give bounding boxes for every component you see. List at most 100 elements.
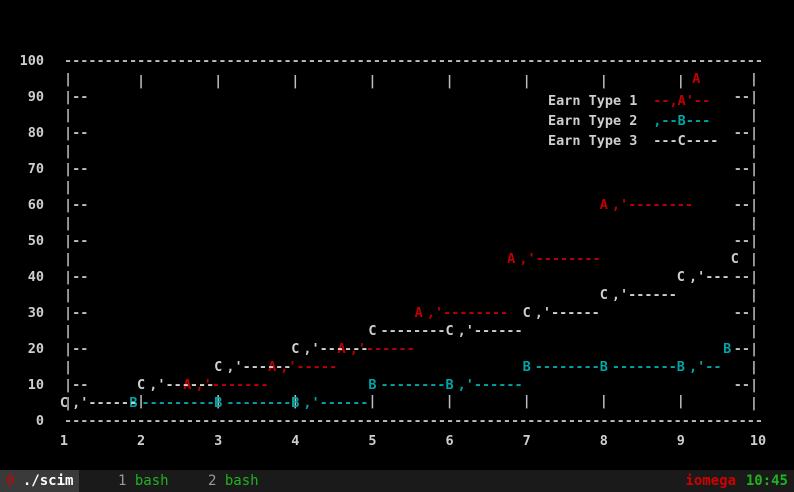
x-tick-label: 3 xyxy=(214,433,223,449)
x-tick-label: 1 xyxy=(59,433,69,449)
window-name: bash xyxy=(134,473,169,489)
x-tick-bottom: | xyxy=(445,393,454,409)
series-marker: B xyxy=(445,377,454,393)
x-tick-top: | xyxy=(676,73,685,89)
ascii-line-chart: ----------------------------------------… xyxy=(19,53,767,449)
x-tick-bottom: | xyxy=(137,393,146,409)
series-marker: C xyxy=(599,287,608,303)
y-tick-label: 50 xyxy=(27,233,44,249)
window-index: 2 xyxy=(208,473,217,489)
series-marker: B xyxy=(214,395,223,411)
y-tick-left: |-- xyxy=(64,305,89,321)
x-tick-top: | xyxy=(445,73,454,89)
y-tick-label: 100 xyxy=(19,53,44,69)
frame-left-edge: | xyxy=(64,287,73,303)
x-tick-bottom: | xyxy=(214,393,223,409)
series-segment: ,'------ xyxy=(72,395,138,411)
series-segment: ,'-- xyxy=(688,359,722,375)
x-tick-bottom: | xyxy=(368,393,377,409)
legend-sample: ,--B--- xyxy=(653,113,711,129)
x-tick-top: | xyxy=(599,73,608,89)
window-tab-0[interactable]: 0 ./scim xyxy=(0,470,80,492)
frame-right-edge: | xyxy=(749,395,759,411)
hostname: iomega xyxy=(685,473,736,489)
series-segment: ,'------ xyxy=(149,377,215,393)
y-tick-label: 40 xyxy=(27,269,44,285)
y-tick-right: --| xyxy=(733,305,759,321)
series-marker: A xyxy=(337,341,346,357)
frame-right-edge: | xyxy=(749,287,759,303)
frame-left-edge: | xyxy=(64,215,73,231)
y-tick-left: |-- xyxy=(64,269,89,285)
y-tick-left: |-- xyxy=(64,377,89,393)
y-tick-label: 0 xyxy=(35,413,44,429)
x-tick-bottom: | xyxy=(676,393,685,409)
series-marker: B xyxy=(599,359,608,375)
x-tick-top: | xyxy=(522,73,531,89)
y-tick-left: |-- xyxy=(64,197,89,213)
window-tab-2[interactable]: 2 bash xyxy=(202,470,265,492)
series-segment: ,'------ xyxy=(457,323,523,339)
y-tick-label: 60 xyxy=(27,197,44,213)
series-marker: C xyxy=(137,377,146,393)
series-segment: ,'------ xyxy=(349,341,415,357)
y-tick-right: --| xyxy=(733,125,759,141)
window-name: bash xyxy=(224,473,259,489)
legend-sample: ---C---- xyxy=(653,133,719,149)
series-segment: -------- xyxy=(380,377,446,393)
series-marker: B xyxy=(723,341,732,357)
series-marker: B xyxy=(129,395,138,411)
frame-right-edge: | xyxy=(749,179,759,195)
x-tick-label: 7 xyxy=(522,433,531,449)
frame-left-edge: | xyxy=(64,179,73,195)
series-segment: -------- xyxy=(611,359,677,375)
frame-left-edge: | xyxy=(64,107,73,123)
frame-left-edge: | xyxy=(64,359,73,375)
series-marker: A xyxy=(183,377,192,393)
frame-left-edge: | xyxy=(64,71,73,87)
y-tick-left: |-- xyxy=(64,89,89,105)
series-marker: A xyxy=(507,251,516,267)
series-marker: A xyxy=(599,197,608,213)
series-marker: C xyxy=(730,251,739,267)
y-tick-right: --| xyxy=(733,269,759,285)
y-tick-label: 90 xyxy=(27,89,44,105)
y-tick-left: |-- xyxy=(64,125,89,141)
y-tick-right: --| xyxy=(733,377,759,393)
frame-right-edge: | xyxy=(749,107,759,123)
window-index: 0 xyxy=(6,473,15,489)
series-marker: B xyxy=(291,395,300,411)
x-tick-label: 2 xyxy=(137,433,146,449)
x-tick-bottom: | xyxy=(599,393,608,409)
series-marker: C xyxy=(445,323,454,339)
series-segment: -------- xyxy=(534,359,600,375)
series-segment: -------- xyxy=(380,323,446,339)
window-tab-1[interactable]: 1 bash xyxy=(112,470,175,492)
x-tick-label: 5 xyxy=(368,433,377,449)
frame-right-edge: | xyxy=(749,359,759,375)
y-tick-left: |-- xyxy=(64,161,89,177)
y-tick-label: 20 xyxy=(27,341,44,357)
series-segment: ,'------ xyxy=(611,287,677,303)
y-tick-label: 10 xyxy=(27,377,44,393)
y-tick-label: 30 xyxy=(27,305,44,321)
frame-right-edge: | xyxy=(749,251,759,267)
series-marker: B xyxy=(522,359,531,375)
y-tick-right: --| xyxy=(733,161,759,177)
series-segment: ,'------ xyxy=(534,305,600,321)
x-tick-bottom: | xyxy=(522,393,531,409)
series-marker: A xyxy=(692,71,701,87)
y-tick-left: |-- xyxy=(64,233,89,249)
series-segment: ,'------- xyxy=(195,377,269,393)
x-tick-label: 4 xyxy=(291,433,300,449)
plot-border-top: ----------------------------------------… xyxy=(64,53,763,69)
x-tick-top: | xyxy=(137,73,146,89)
series-segment: ,'-------- xyxy=(611,197,694,213)
series-segment: ,'-------- xyxy=(519,251,601,267)
x-tick-bottom: | xyxy=(291,393,300,409)
x-tick-label: 6 xyxy=(445,433,454,449)
legend-label: Earn Type 3 xyxy=(548,133,638,149)
y-tick-right: --| xyxy=(733,197,759,213)
x-tick-top: | xyxy=(214,73,223,89)
